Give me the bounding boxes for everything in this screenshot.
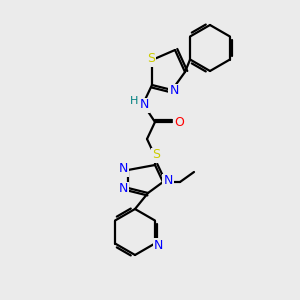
- Text: N: N: [118, 163, 128, 176]
- Text: N: N: [163, 175, 173, 188]
- Text: H: H: [130, 96, 138, 106]
- Text: S: S: [152, 148, 160, 161]
- Text: N: N: [154, 239, 164, 252]
- Text: N: N: [139, 98, 149, 112]
- Text: N: N: [118, 182, 128, 196]
- Text: S: S: [147, 52, 155, 65]
- Text: O: O: [174, 116, 184, 128]
- Text: N: N: [169, 85, 179, 98]
